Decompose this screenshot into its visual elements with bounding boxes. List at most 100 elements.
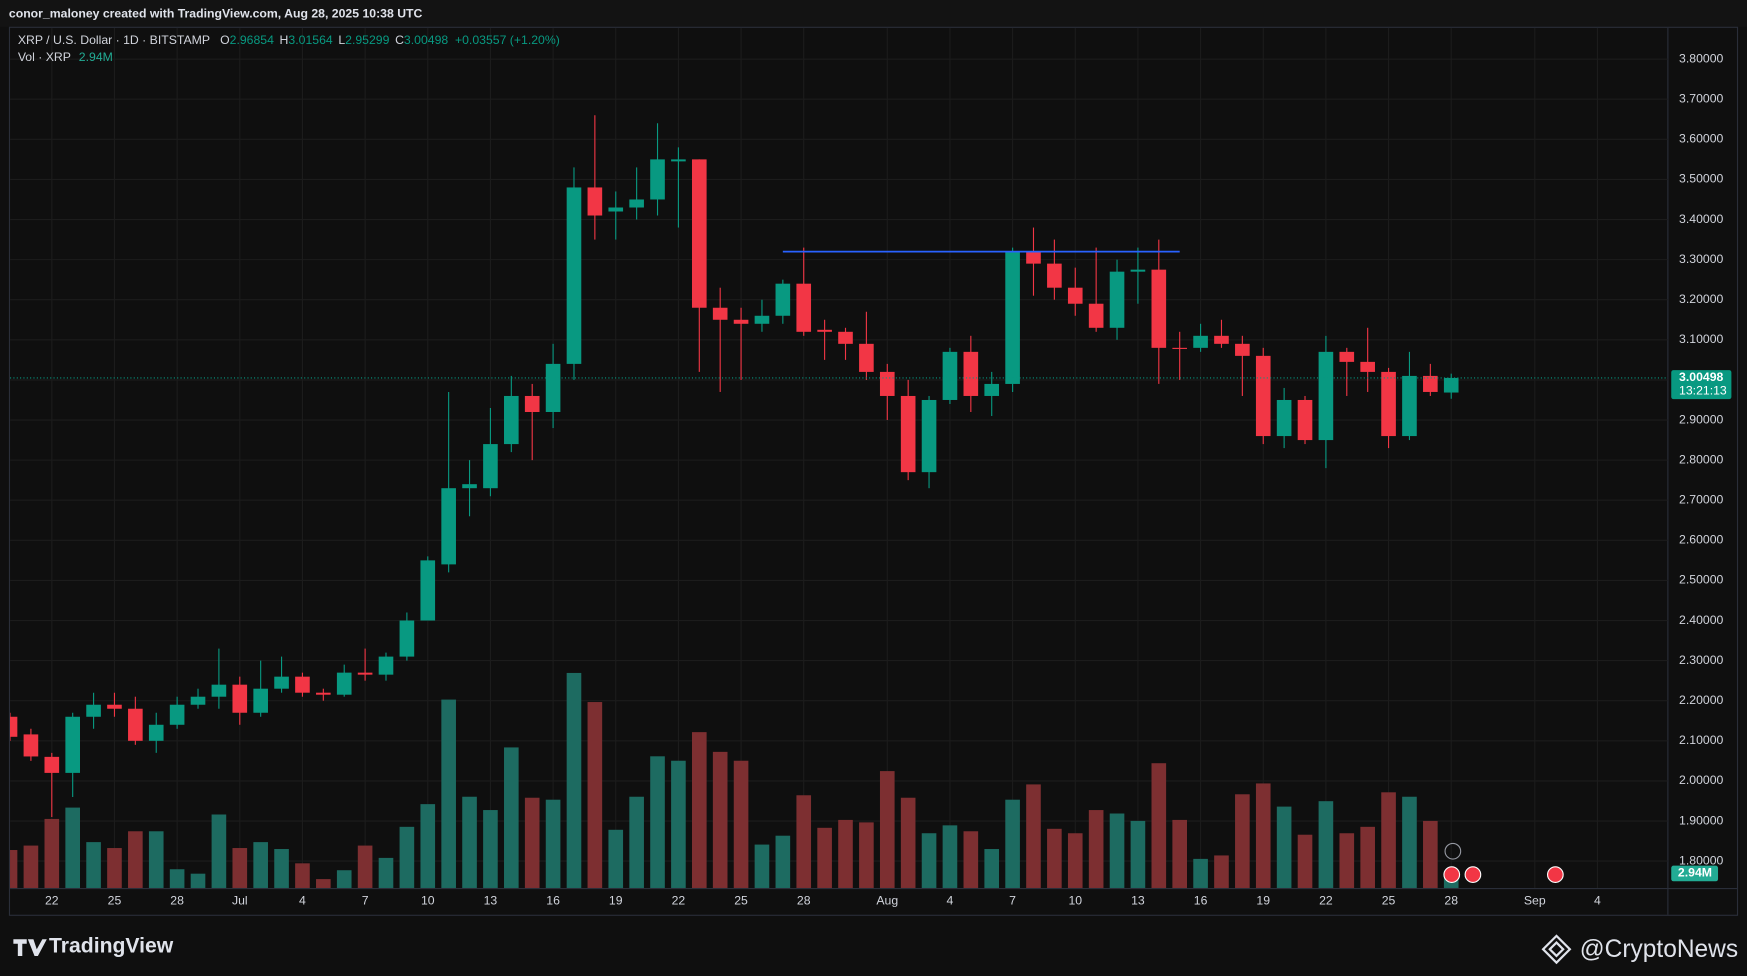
candle-body <box>1109 271 1125 328</box>
volume-bar <box>190 873 206 888</box>
volume-bar <box>942 825 958 888</box>
volume-bar <box>483 810 498 888</box>
candle-body <box>733 319 749 324</box>
symbol-title: XRP / U.S. Dollar · 1D · BITSTAMP <box>18 33 210 47</box>
volume-box <box>1671 865 1719 882</box>
ohlc-value: 2.95299 <box>345 33 389 47</box>
volume-bar <box>128 831 143 888</box>
candle-body <box>1276 399 1292 437</box>
legend-line: XRP / U.S. Dollar · 1D · BITSTAMP O2.968… <box>18 33 560 47</box>
volume-bar <box>1381 792 1396 888</box>
candle-body <box>1130 269 1146 272</box>
volume-bar <box>629 796 644 888</box>
candle-body <box>1067 287 1083 304</box>
y-tick-label: 2.90000 <box>1679 412 1723 426</box>
candle-body <box>336 672 352 695</box>
ohlc-value: 2.96854 <box>230 33 274 47</box>
candle-body <box>1255 355 1271 437</box>
x-tick-label: 25 <box>108 894 122 908</box>
volume-bar <box>1047 828 1062 888</box>
volume-bar <box>1318 801 1334 888</box>
change-value: +0.03557 (+1.20%) <box>455 33 560 47</box>
x-tick-label: 4 <box>947 894 954 908</box>
event-icon <box>1547 866 1564 883</box>
footer: TradingView @CryptoNews <box>13 934 1738 965</box>
volume-bar <box>859 822 874 888</box>
candle-body <box>504 395 519 445</box>
x-tick-label: 7 <box>1009 894 1016 908</box>
volume-bar <box>838 819 853 888</box>
price-box <box>1671 370 1732 400</box>
y-tick-label: 3.20000 <box>1679 292 1723 306</box>
ohlc-key: L <box>338 33 345 47</box>
chart-frame <box>8 26 1739 916</box>
ohlc-value: 3.01564 <box>288 33 332 47</box>
volume-bar <box>378 857 394 888</box>
candle-body <box>483 444 498 489</box>
x-tick-label: Aug <box>876 894 898 908</box>
volume-bar <box>671 760 686 888</box>
y-tick-label: 2.10000 <box>1679 733 1723 747</box>
candle-body <box>1423 375 1438 392</box>
volume-bar <box>274 849 289 888</box>
candle-body <box>1360 361 1375 372</box>
candle-body <box>10 716 18 737</box>
x-tick-label: 25 <box>1382 894 1396 908</box>
candle-body <box>1193 335 1208 348</box>
candle-body <box>1381 371 1396 437</box>
volume-bar <box>921 833 937 888</box>
x-tick-label: 16 <box>546 894 560 908</box>
x-tick-label: 28 <box>170 894 184 908</box>
candle-body <box>608 207 624 212</box>
y-tick-label: 2.20000 <box>1679 693 1723 707</box>
event-icon <box>1464 866 1482 883</box>
x-tick-label: 4 <box>1594 894 1601 908</box>
y-tick-label: 2.80000 <box>1679 452 1723 466</box>
candle-body <box>274 676 289 689</box>
volume-bar <box>23 845 39 888</box>
header-bar <box>0 0 1747 27</box>
volume-bar <box>10 850 18 888</box>
volume-layer <box>10 672 1459 888</box>
candle-body <box>629 199 644 208</box>
y-tick-label: 1.80000 <box>1679 853 1723 867</box>
volume-bar <box>650 756 665 888</box>
x-tick-label: 10 <box>1068 894 1082 908</box>
volume-title: Vol · XRP <box>18 50 71 64</box>
candle-layer <box>10 115 1668 818</box>
candle-body <box>838 331 853 344</box>
volume-bar <box>1402 796 1417 888</box>
volume-bar <box>963 831 979 888</box>
volume-bar <box>1276 806 1292 888</box>
volume-bar <box>1026 784 1041 888</box>
header-text: conor_maloney created with TradingView.c… <box>9 7 423 21</box>
candle-body <box>921 399 937 473</box>
y-tick-label: 3.30000 <box>1679 252 1723 266</box>
volume-bar <box>1193 858 1208 888</box>
volume-bar <box>691 732 707 888</box>
candle-body <box>107 704 122 709</box>
candle-body <box>754 315 770 324</box>
ohlc-key: H <box>280 33 289 47</box>
candle-body <box>900 395 916 473</box>
volume-bar <box>1151 763 1167 888</box>
volume-bar <box>733 760 749 888</box>
candle-body <box>462 484 477 489</box>
candle-body <box>1443 377 1459 393</box>
cn-logo <box>1541 934 1572 965</box>
y-tick-label: 2.50000 <box>1679 573 1723 587</box>
volume-bar <box>1339 833 1355 888</box>
volume-bar <box>566 672 582 888</box>
candle-body <box>128 708 143 741</box>
candle-body <box>1005 251 1020 384</box>
x-tick-label: 22 <box>45 894 59 908</box>
candle-body <box>378 656 394 675</box>
ohlc-key: C <box>395 33 404 47</box>
candle-body <box>295 676 310 693</box>
candle-body <box>879 371 895 396</box>
candle-body <box>23 734 39 757</box>
y-tick-label: 3.50000 <box>1679 172 1723 186</box>
y-tick-label: 2.40000 <box>1679 613 1723 627</box>
candle-body <box>1088 303 1104 328</box>
